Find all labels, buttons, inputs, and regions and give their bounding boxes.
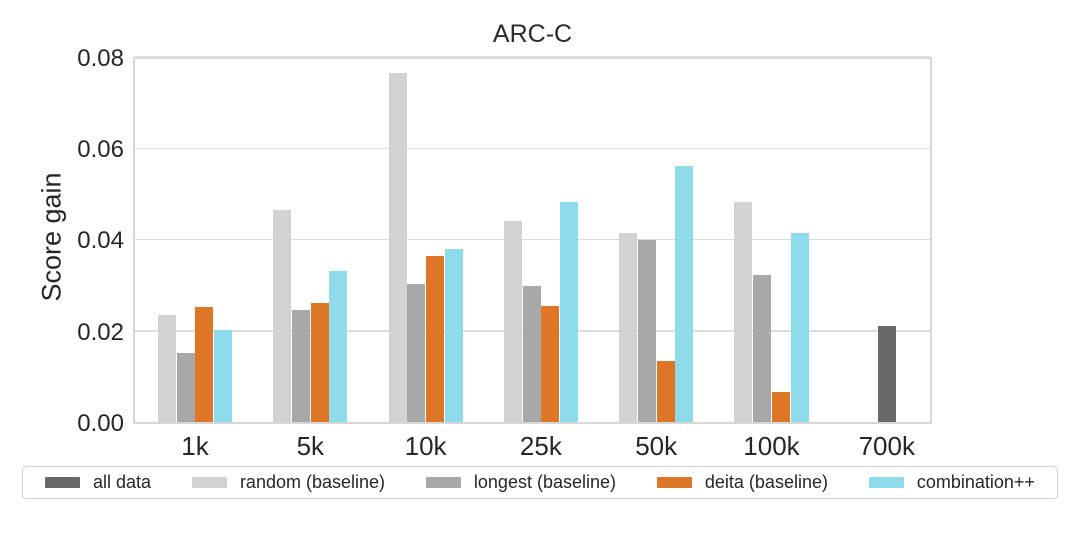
- bar-deita-baseline-: [541, 306, 560, 422]
- plot-area: [133, 56, 932, 424]
- bar-random-baseline-: [619, 233, 638, 422]
- bar-deita-baseline-: [656, 360, 675, 422]
- bar-combination++: [790, 232, 809, 422]
- bar-random-baseline-: [388, 72, 407, 422]
- legend-item: random (baseline): [191, 472, 386, 493]
- gridline: [135, 147, 930, 150]
- bar-combination++: [329, 271, 348, 422]
- legend-swatch-icon: [425, 477, 461, 488]
- y-tick-label: 0.08: [77, 44, 124, 72]
- gridline: [135, 238, 930, 241]
- legend: all data random (baseline) longest (baseli…: [22, 466, 1058, 499]
- x-tick-label: 100k: [743, 431, 800, 461]
- legend-item: longest (baseline): [425, 472, 616, 493]
- bar-deita-baseline-: [195, 306, 214, 422]
- legend-label: random (baseline): [239, 472, 386, 492]
- bar-combination++: [444, 248, 463, 422]
- bar-combination++: [675, 166, 694, 422]
- legend-swatch-icon: [191, 477, 227, 488]
- gridline: [135, 56, 930, 58]
- bar-all-data: [877, 326, 896, 422]
- y-tick-label: 0.00: [77, 410, 124, 437]
- x-tick-label: 5k: [296, 431, 325, 461]
- bar-random-baseline-: [503, 221, 522, 422]
- bar-longest-baseline-: [522, 286, 541, 422]
- bar-longest-baseline-: [637, 240, 656, 422]
- bar-longest-baseline-: [407, 283, 426, 422]
- legend-label: all data: [93, 472, 152, 492]
- bar-random-baseline-: [157, 314, 176, 422]
- bar-deita-baseline-: [310, 302, 329, 422]
- legend-swatch-icon: [868, 477, 904, 488]
- legend-swatch-icon: [656, 477, 692, 488]
- bar-longest-baseline-: [291, 310, 310, 422]
- bar-deita-baseline-: [425, 255, 444, 422]
- bar-random-baseline-: [734, 201, 753, 422]
- y-tick-label: 0.06: [77, 136, 124, 164]
- legend-label: longest (baseline): [473, 472, 616, 492]
- bar-combination++: [559, 201, 578, 422]
- bar-random-baseline-: [273, 209, 292, 422]
- x-tick-label: 700k: [858, 431, 915, 461]
- bar-longest-baseline-: [176, 353, 195, 422]
- x-tick-label: 10k: [404, 431, 447, 461]
- bar-combination++: [214, 329, 233, 422]
- bar-deita-baseline-: [771, 392, 790, 422]
- chart-title: ARC-C: [492, 20, 573, 48]
- legend-item: combination++: [868, 472, 1035, 493]
- bar-longest-baseline-: [753, 275, 772, 422]
- x-tick-label: 50k: [635, 431, 678, 461]
- x-tick-label: 25k: [519, 431, 562, 461]
- y-tick-label: 0.04: [77, 227, 124, 255]
- y-tick-label: 0.02: [77, 318, 124, 346]
- legend-item: deita (baseline): [656, 472, 828, 493]
- legend-item: all data: [45, 472, 151, 493]
- legend-swatch-icon: [45, 477, 80, 488]
- x-tick-label: 1k: [181, 431, 209, 461]
- legend-label: combination++: [916, 472, 1035, 492]
- legend-label: deita (baseline): [704, 472, 828, 492]
